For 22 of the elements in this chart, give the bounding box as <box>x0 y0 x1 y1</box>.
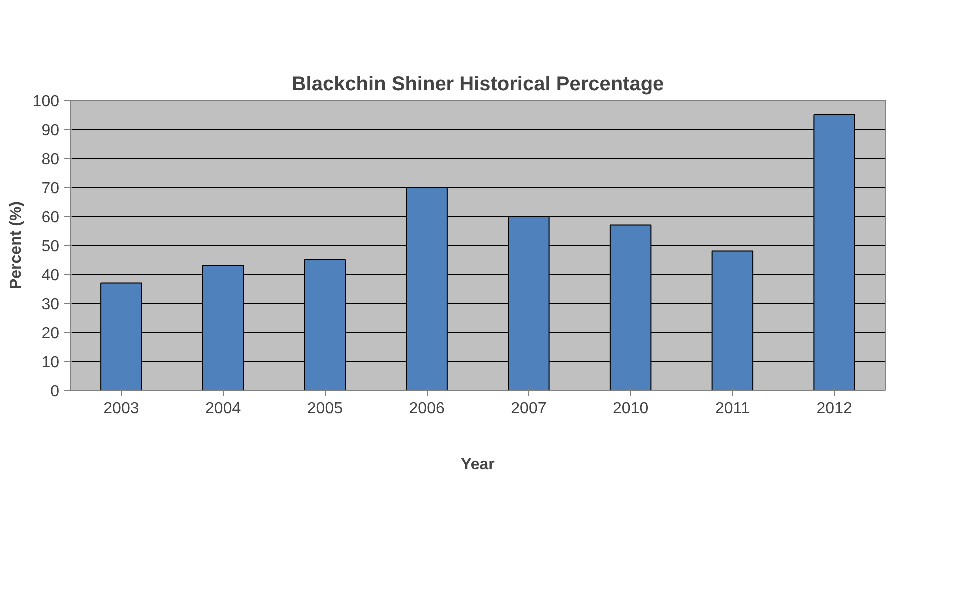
x-tick-label: 2006 <box>409 400 445 418</box>
y-tick-label: 10 <box>42 354 60 372</box>
y-tick-label: 50 <box>42 238 60 256</box>
x-tick-label: 2005 <box>307 400 344 418</box>
y-axis-title: Percent (%) <box>8 201 25 290</box>
y-tick-label: 90 <box>42 122 60 140</box>
y-tick-label: 70 <box>42 180 60 198</box>
y-tick-label: 40 <box>42 268 60 284</box>
y-tick-label: 0 <box>50 384 60 400</box>
x-tick-label: 2012 <box>816 400 852 418</box>
y-tick-label: 60 <box>42 210 60 226</box>
x-tick-label: 2007 <box>511 400 547 418</box>
x-tick-label: 2003 <box>104 400 140 418</box>
x-tick-label: 2004 <box>206 400 242 418</box>
y-tick-label: 30 <box>42 296 60 314</box>
x-tick-label: 2011 <box>715 400 750 418</box>
x-axis-title: Year <box>461 456 495 474</box>
x-tick-label: 2010 <box>613 400 649 418</box>
y-tick-label: 80 <box>42 152 60 168</box>
y-tick-label: 100 <box>32 94 60 110</box>
chart-title: Blackchin Shiner Historical Percentage <box>292 74 664 96</box>
y-tick-label: 20 <box>42 326 60 342</box>
